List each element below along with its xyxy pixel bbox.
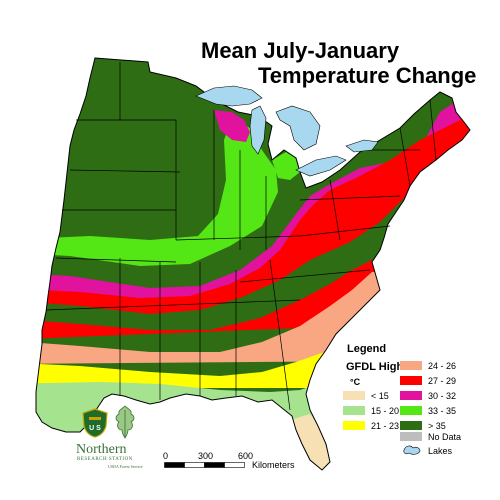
oak-leaf-icon [115, 405, 135, 439]
lake-ontario [345, 139, 379, 153]
legend-swatch-27-29 [400, 376, 422, 385]
band-27-29 [36, 58, 470, 314]
border-vt-nh [429, 99, 437, 161]
border-ohio-river [175, 235, 301, 241]
lake-huron [275, 105, 321, 151]
border-tn-nc [239, 269, 371, 283]
logo-org-subtitle: RESEARCH STATION [77, 457, 133, 462]
legend-label-lt-15: < 15 [371, 391, 389, 401]
scale-bar [164, 462, 245, 468]
scale-unit: Kilometers [252, 460, 295, 470]
legend-swatch-30-32 [400, 391, 422, 400]
lake-legend-icon [403, 445, 421, 455]
great-lakes [195, 85, 379, 177]
logo-org-name: Northern [76, 442, 127, 457]
border-va-nc [299, 225, 391, 237]
map-title-line2: Temperature Change [258, 63, 477, 88]
legend-heading: Legend [347, 343, 387, 355]
lake-erie [295, 155, 347, 177]
legend-label-lakes: Lakes [428, 446, 453, 456]
border-ny-ne [399, 127, 411, 187]
scale-tick-0: 0 [163, 451, 169, 461]
scale-tick-300: 300 [198, 451, 214, 461]
map-title-line1: Mean July-January [201, 38, 400, 63]
state-borders [45, 62, 437, 411]
band-30-32-michigan [214, 110, 250, 142]
legend-swatch-24-26 [400, 361, 422, 370]
legend-scenario: GFDL High [346, 361, 404, 373]
band-lt-15 [290, 414, 330, 470]
border-ks-ok [55, 257, 177, 263]
forest-service-shield-icon: U S [82, 408, 108, 438]
logo-org-agency: USDA Forest Service [108, 464, 143, 469]
legend-label-27-29: 27 - 29 [428, 376, 457, 386]
border-ar-la [45, 299, 301, 311]
scale-tick-600: 600 [238, 451, 254, 461]
lake-superior [195, 85, 263, 107]
legend-label-15-20: 15 - 20 [371, 406, 400, 416]
legend-swatch-no-data [400, 432, 422, 441]
legend-swatch-33-35 [400, 406, 422, 415]
lake-michigan [249, 105, 267, 155]
legend-swatch-21-23 [343, 421, 365, 430]
legend-swatch-gt-35 [400, 421, 422, 430]
border-ga-sc [269, 259, 291, 411]
border-ia-mo [69, 169, 181, 173]
legend-swatch-lt-15 [343, 391, 365, 400]
band-33-35-michigan [272, 152, 300, 180]
border-pa-md [299, 195, 401, 201]
legend-unit: °C [350, 377, 361, 387]
legend-label-30-32: 30 - 32 [428, 391, 457, 401]
legend-label-33-35: 33 - 35 [428, 406, 457, 416]
legend-swatch-15-20 [343, 406, 365, 415]
legend-label-no-data: No Data [428, 432, 462, 442]
legend-label-24-26: 24 - 26 [428, 361, 457, 371]
legend-label-21-23: 21 - 23 [371, 421, 400, 431]
land-outline [35, 57, 471, 471]
legend-label-gt-35: > 35 [428, 421, 446, 431]
band-33-35 [36, 118, 278, 266]
shield-lettering: U S [89, 425, 101, 432]
border-wv-va [329, 179, 341, 241]
band-15-20 [36, 380, 470, 470]
